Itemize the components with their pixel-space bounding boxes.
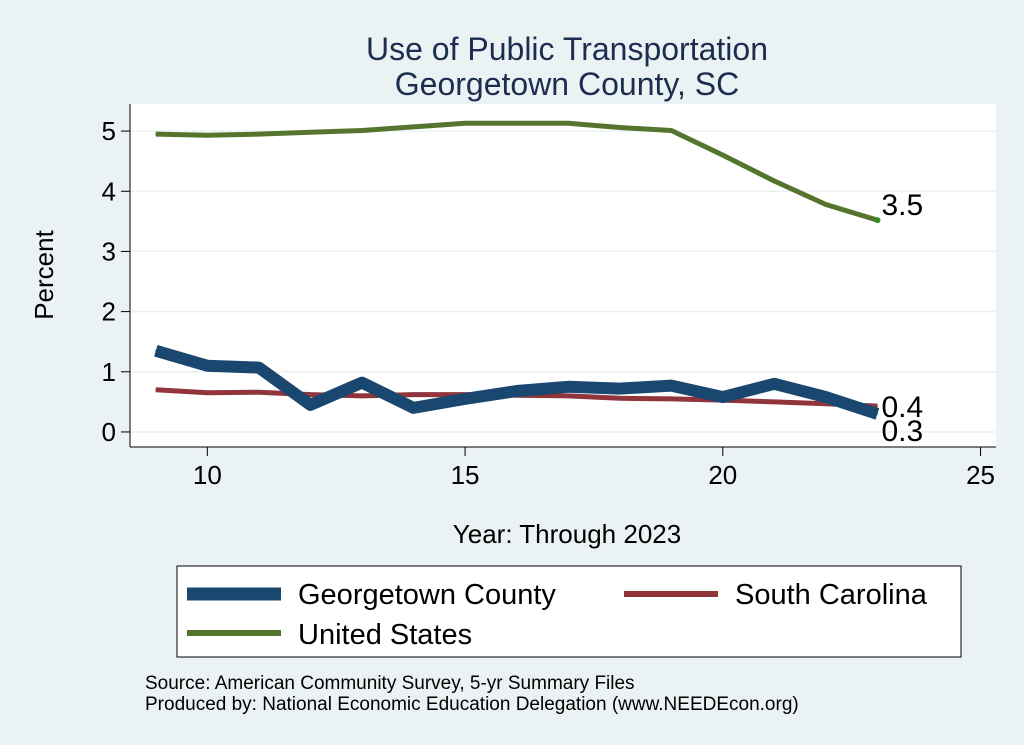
data-point-georgetown-county-12 bbox=[309, 404, 312, 406]
data-point-united-states-15 bbox=[464, 122, 466, 124]
y-tick-label-0: 0 bbox=[102, 417, 116, 447]
data-point-united-states-18 bbox=[619, 126, 621, 129]
series-lines bbox=[154, 120, 880, 420]
data-point-south-carolina-13 bbox=[361, 395, 363, 397]
x-tick-label-20: 20 bbox=[708, 460, 737, 490]
data-point-georgetown-county-22 bbox=[825, 396, 827, 398]
data-point-south-carolina-10 bbox=[206, 392, 208, 394]
y-tick-label-1: 1 bbox=[102, 357, 116, 387]
data-point-united-states-12 bbox=[309, 131, 312, 133]
data-point-georgetown-county-10 bbox=[206, 365, 208, 367]
chart-title-line-2: Georgetown County, SC bbox=[395, 66, 739, 102]
legend-label-georgetown-county: Georgetown County bbox=[298, 579, 556, 611]
x-axis-title: Year: Through 2023 bbox=[453, 519, 681, 549]
data-point-georgetown-county-13 bbox=[361, 382, 363, 384]
end-label-georgetown-county: 0.3 bbox=[881, 415, 923, 448]
source-note: Source: American Community Survey, 5-yr … bbox=[145, 673, 635, 694]
data-point-south-carolina-23 bbox=[876, 405, 879, 407]
end-label-united-states: 3.5 bbox=[881, 189, 923, 222]
data-point-united-states-16 bbox=[516, 122, 518, 124]
data-point-united-states-21 bbox=[773, 180, 775, 182]
data-point-georgetown-county-11 bbox=[258, 366, 260, 369]
data-point-united-states-11 bbox=[258, 133, 260, 135]
data-point-georgetown-county-21 bbox=[773, 383, 775, 385]
y-tick-label-3: 3 bbox=[102, 236, 116, 266]
y-axis-title: Percent bbox=[29, 229, 59, 319]
data-point-south-carolina-12 bbox=[309, 394, 312, 396]
data-point-georgetown-county-19 bbox=[670, 385, 672, 387]
data-point-united-states-20 bbox=[722, 154, 724, 156]
axes: 0 1 2 3 4 5 10 15 20 25 bbox=[102, 104, 996, 490]
data-point-georgetown-county-9 bbox=[155, 350, 157, 352]
y-tick-label-4: 4 bbox=[102, 176, 116, 206]
data-point-georgetown-county-17 bbox=[567, 386, 569, 388]
data-point-united-states-10 bbox=[206, 134, 208, 136]
data-point-south-carolina-17 bbox=[567, 395, 569, 397]
x-tick-label-10: 10 bbox=[193, 460, 222, 490]
y-tick-label-2: 2 bbox=[102, 297, 116, 327]
legend-label-south-carolina: South Carolina bbox=[735, 579, 928, 611]
end-labels: 0.30.4 3.5 bbox=[874, 189, 923, 448]
chart-title-line-1: Use of Public Transportation bbox=[366, 31, 768, 67]
data-point-united-states-9 bbox=[155, 133, 157, 135]
data-point-georgetown-county-18 bbox=[619, 388, 621, 390]
producer-note: Produced by: National Economic Education… bbox=[145, 694, 799, 715]
data-point-georgetown-county-16 bbox=[516, 390, 518, 392]
data-point-south-carolina-9 bbox=[155, 389, 157, 391]
data-point-south-carolina-21 bbox=[773, 401, 775, 403]
legend-label-united-states: United States bbox=[298, 619, 472, 651]
data-point-united-states-17 bbox=[567, 122, 569, 124]
legend: Georgetown County South Carolina United … bbox=[176, 565, 962, 658]
end-label-south-carolina: 0.4 bbox=[881, 391, 923, 424]
data-point-united-states-13 bbox=[361, 129, 363, 132]
legend-box bbox=[176, 565, 962, 658]
data-point-georgetown-county-14 bbox=[412, 407, 415, 409]
data-point-united-states-14 bbox=[412, 126, 415, 128]
data-point-georgetown-county-23 bbox=[876, 413, 879, 415]
data-point-south-carolina-11 bbox=[258, 391, 260, 393]
data-point-georgetown-county-15 bbox=[464, 398, 466, 400]
x-tick-label-15: 15 bbox=[451, 460, 480, 490]
data-point-south-carolina-19 bbox=[670, 398, 672, 400]
x-tick-label-25: 25 bbox=[966, 460, 995, 490]
data-point-south-carolina-14 bbox=[412, 394, 415, 396]
data-point-united-states-19 bbox=[670, 129, 672, 132]
y-tick-label-5: 5 bbox=[102, 116, 116, 146]
data-point-united-states-22 bbox=[825, 203, 827, 206]
data-point-georgetown-county-20 bbox=[722, 396, 724, 398]
data-point-south-carolina-18 bbox=[619, 397, 621, 399]
end-marker-united-states bbox=[874, 217, 881, 224]
